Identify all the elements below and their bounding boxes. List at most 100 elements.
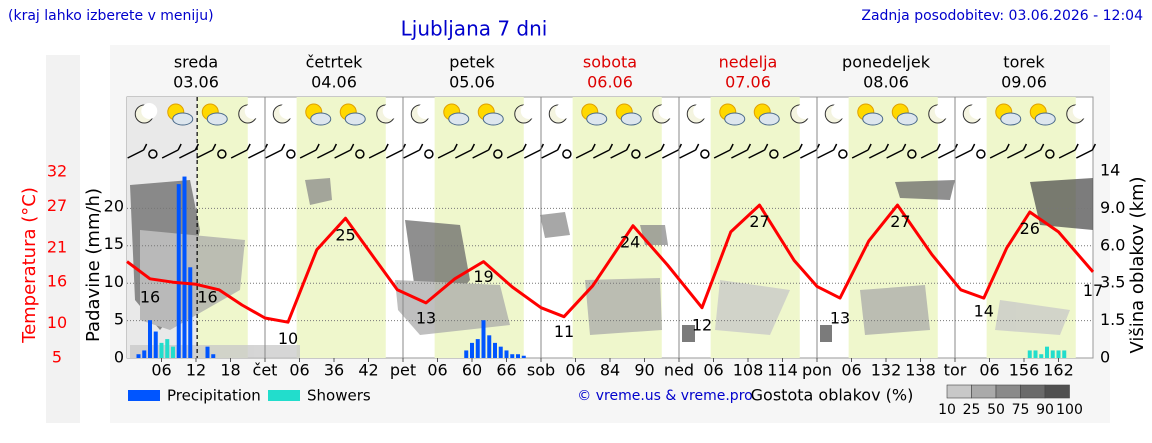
cloud-tick-label: 6.0 xyxy=(1100,235,1125,254)
precipitation-bar xyxy=(159,342,164,358)
x-tick-label: 18 xyxy=(220,361,240,380)
wind-barb xyxy=(886,143,907,159)
precipitation-bar xyxy=(1050,350,1055,358)
moon-cut xyxy=(555,103,572,119)
wind-calm xyxy=(424,149,434,159)
wind-barb xyxy=(368,143,389,159)
x-tick-label: 138 xyxy=(905,361,936,380)
precipitation-bar xyxy=(1039,354,1044,358)
precipitation-bar xyxy=(1045,346,1049,358)
wind-calm xyxy=(907,149,917,159)
moon-cut xyxy=(1072,103,1089,119)
cloud-legend-label: 75 xyxy=(1012,402,1030,418)
precipitation-bar xyxy=(464,350,469,358)
wind-calm xyxy=(1045,149,1055,159)
cloud-icon xyxy=(172,112,194,126)
precipitation-bar xyxy=(182,176,187,358)
cloud-icon xyxy=(586,112,608,126)
precipitation-bar xyxy=(504,350,509,358)
wind-barb xyxy=(230,143,251,159)
precipitation-bar xyxy=(498,346,503,358)
cloud-legend-label: 90 xyxy=(1036,402,1054,418)
temperature-line xyxy=(126,203,1095,324)
cloud-icon xyxy=(448,112,470,126)
cloud-tick-label: 9.0 xyxy=(1100,198,1125,217)
background-layer xyxy=(127,97,1097,358)
moon-cut xyxy=(244,103,261,119)
temperature-label: 13 xyxy=(830,308,850,327)
day-date: 05.06 xyxy=(449,73,495,92)
moon-cut xyxy=(141,103,158,119)
cloud-legend-label: 25 xyxy=(963,402,981,418)
precipitation-bar xyxy=(188,267,193,358)
wind-barb xyxy=(541,143,562,159)
day-name: torek xyxy=(1003,53,1045,72)
precipitation-bar xyxy=(211,354,216,358)
x-tick-label: 06 xyxy=(703,361,723,380)
wind-barb xyxy=(610,143,631,159)
precipitation-bar xyxy=(136,354,141,358)
wind-barb xyxy=(196,143,217,159)
day-name: sobota xyxy=(583,53,637,72)
wind-barb xyxy=(127,143,148,159)
wind-calm xyxy=(769,149,779,159)
precipitation-bar xyxy=(142,350,147,358)
wind-calm xyxy=(838,149,848,159)
x-tick-label: ned xyxy=(664,361,694,380)
wind-calm xyxy=(148,149,158,159)
wind-barb xyxy=(455,143,476,159)
x-tick-label: 06 xyxy=(289,361,309,380)
side-panel xyxy=(46,55,80,423)
day-name: nedelja xyxy=(719,53,778,72)
cloud-icon xyxy=(344,112,366,126)
wind-barb xyxy=(575,143,596,159)
wind-barb xyxy=(920,143,941,159)
legend-label: Precipitation xyxy=(167,387,261,405)
precipitation-bar xyxy=(516,354,520,358)
wind-barb xyxy=(748,143,769,159)
wind-calm xyxy=(286,149,296,159)
moon-cut xyxy=(831,103,848,119)
x-tick-label: 108 xyxy=(733,361,764,380)
wind-barb xyxy=(1058,143,1079,159)
moon-cut xyxy=(969,103,986,119)
day-name: ponedeljek xyxy=(842,53,931,72)
temperature-tick-label: 5 xyxy=(52,348,62,367)
temperature-label: 24 xyxy=(620,233,640,252)
wind-barb xyxy=(989,143,1010,159)
temperature-tick-label: 16 xyxy=(47,272,67,291)
wind-calm xyxy=(562,149,572,159)
x-tick-label: pon xyxy=(802,361,832,380)
x-tick-label: 36 xyxy=(324,361,344,380)
precipitation-bar xyxy=(1062,350,1067,358)
moon-cut xyxy=(796,103,813,119)
wind-barb xyxy=(472,143,493,159)
cloud-legend-box xyxy=(995,384,1021,399)
cloud-axis-title: Višina oblakov (km) xyxy=(1127,176,1148,353)
wind-calm xyxy=(493,149,503,159)
moon-cut xyxy=(693,103,710,119)
precipitation-bar xyxy=(487,335,492,358)
legend-label: Showers xyxy=(307,387,371,405)
wind-barb xyxy=(1024,143,1045,159)
grid-layer xyxy=(127,97,1093,362)
temperature-tick-label: 10 xyxy=(47,313,67,332)
x-tick-label: čet xyxy=(253,361,278,380)
x-tick-label: 66 xyxy=(496,361,516,380)
precipitation-bar xyxy=(521,355,526,358)
x-tick-label: 132 xyxy=(871,361,902,380)
precipitation-bar xyxy=(510,354,515,358)
wind-calm xyxy=(355,149,365,159)
wind-barb xyxy=(437,143,458,159)
wind-barb xyxy=(782,143,803,159)
precipitation-bar xyxy=(153,331,158,358)
cloud-icon xyxy=(482,112,504,126)
moon-cut xyxy=(934,103,951,119)
precipitation-tick-label: 0 xyxy=(114,348,124,367)
temperature-tick-label: 32 xyxy=(47,162,67,181)
temperature-label: 11 xyxy=(554,322,574,341)
chart-title: Ljubljana 7 dni xyxy=(401,17,548,41)
cloud-tick-label: 14 xyxy=(1100,161,1120,180)
wind-barb xyxy=(817,143,838,159)
temperature-label: 14 xyxy=(974,302,994,321)
